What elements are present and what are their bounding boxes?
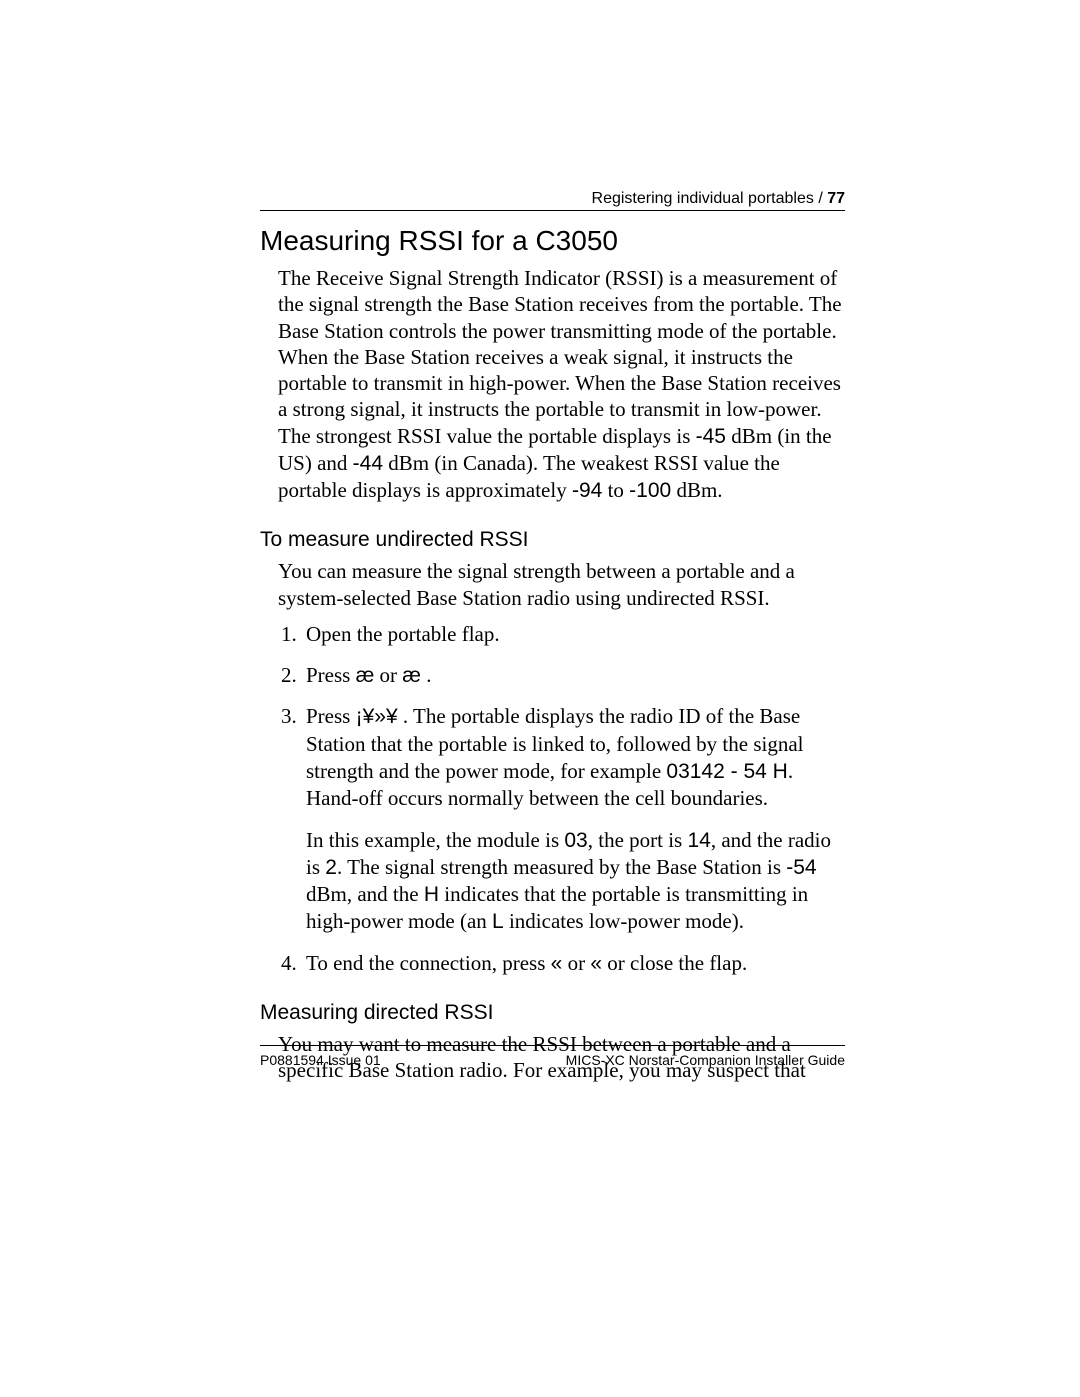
step-text: Press <box>306 704 356 728</box>
step-text: . The signal strength measured by the Ba… <box>337 855 786 879</box>
header-rule <box>260 210 845 211</box>
step-text: indicates low-power mode). <box>504 909 744 933</box>
value-neg44: -44 <box>353 452 383 475</box>
value-neg45: -45 <box>696 425 726 448</box>
header-section: Registering individual portables / <box>592 190 828 207</box>
mode-l: L <box>492 910 504 933</box>
key-symbol: æ <box>402 664 421 687</box>
key-symbol: æ <box>356 664 375 687</box>
step-text: In this example, the module is <box>306 828 564 852</box>
step-text: , the port is <box>588 828 688 852</box>
step-3: Press ¡¥»¥ . The portable displays the r… <box>302 703 845 935</box>
header-page-number: 77 <box>827 190 845 207</box>
step-text: or close the flap. <box>602 951 747 975</box>
step-text: To end the connection, press <box>306 951 551 975</box>
intro-text: dBm. <box>671 478 722 502</box>
undirected-lead: You can measure the signal strength betw… <box>278 558 845 611</box>
step-text: . <box>421 663 432 687</box>
step-text: or <box>374 663 402 687</box>
key-symbol: « <box>551 952 563 975</box>
module-value: 03 <box>564 829 587 852</box>
directed-heading: Measuring directed RSSI <box>260 1001 845 1025</box>
page-footer: P0881594 Issue 01 MICS-XC Norstar-Compan… <box>260 1045 845 1068</box>
signal-value: -54 <box>786 856 816 879</box>
intro-text: to <box>602 478 629 502</box>
intro-text: The Receive Signal Strength Indicator (R… <box>278 266 842 448</box>
undirected-steps: Open the portable flap. Press æ or æ . P… <box>278 621 845 977</box>
display-code: 03142 - 54 H <box>666 760 787 783</box>
mode-h: H <box>424 883 439 906</box>
step-text: dBm, and the <box>306 882 424 906</box>
running-header: Registering individual portables / 77 <box>592 190 845 208</box>
key-symbol: « <box>590 952 602 975</box>
undirected-heading: To measure undirected RSSI <box>260 528 845 552</box>
page-title: Measuring RSSI for a C3050 <box>260 225 845 257</box>
intro-paragraph: The Receive Signal Strength Indicator (R… <box>278 265 845 504</box>
step-text: Open the portable flap. <box>306 622 500 646</box>
key-symbol: ¡¥»¥ <box>356 705 398 728</box>
port-value: 14 <box>687 829 710 852</box>
step-1: Open the portable flap. <box>302 621 845 648</box>
radio-value: 2 <box>325 856 337 879</box>
step-text: Press <box>306 663 356 687</box>
step-4: To end the connection, press « or « or c… <box>302 950 845 977</box>
step-2: Press æ or æ . <box>302 662 845 689</box>
step-text: or <box>562 951 590 975</box>
value-neg100: -100 <box>629 479 671 502</box>
footer-right: MICS-XC Norstar-Companion Installer Guid… <box>566 1052 845 1068</box>
step-3-detail: In this example, the module is 03, the p… <box>306 827 845 936</box>
footer-left: P0881594 Issue 01 <box>260 1052 381 1068</box>
value-neg94: -94 <box>572 479 602 502</box>
